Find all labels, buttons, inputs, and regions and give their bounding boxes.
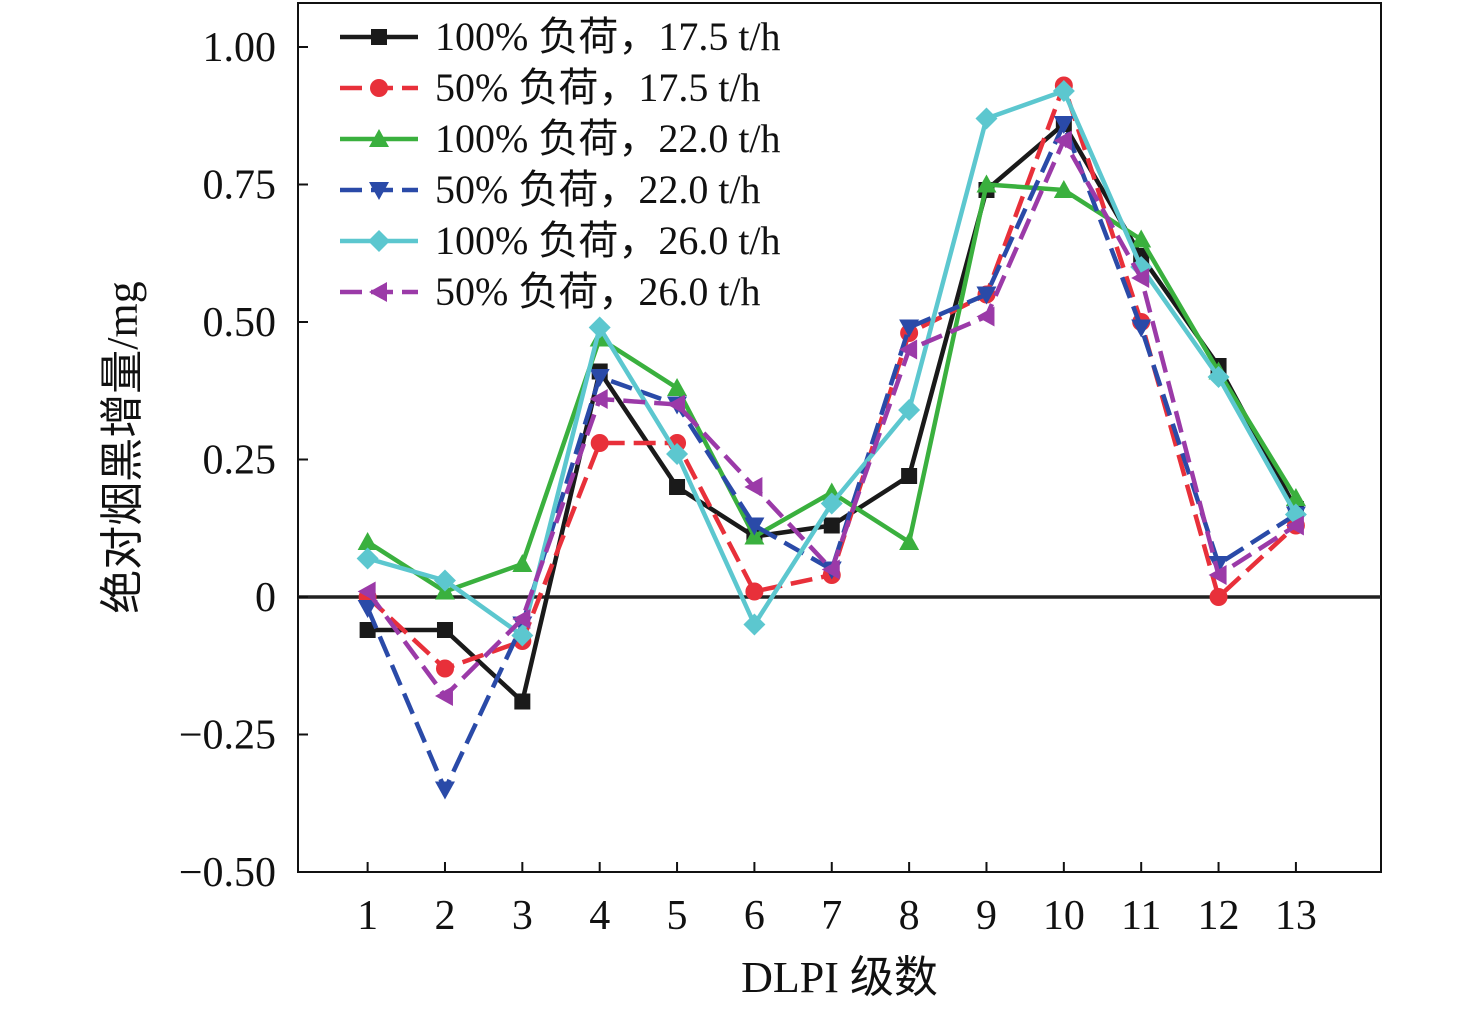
data-point [823, 517, 840, 534]
data-point [899, 319, 920, 338]
y-tick-label: 0.75 [203, 163, 277, 209]
data-point [1131, 268, 1150, 288]
legend: 100% 负荷，17.5 t/h 50% 负荷，17.5 t/h 100% 负荷，2… [340, 14, 781, 314]
data-point [976, 286, 997, 305]
legend-entry: 50% 负荷，17.5 t/h [340, 65, 761, 110]
data-point [588, 316, 611, 339]
y-tick-label: 0.25 [203, 438, 277, 484]
data-point [1053, 180, 1074, 198]
series-layer [356, 76, 1307, 800]
data-point [1053, 130, 1072, 151]
legend-marker [370, 79, 388, 97]
data-point [1285, 515, 1304, 536]
data-point [899, 532, 920, 550]
series-5 [356, 80, 1307, 647]
data-point [435, 659, 454, 678]
x-tick-label: 2 [434, 893, 455, 939]
data-point [820, 492, 843, 515]
data-point [356, 547, 379, 570]
data-point [589, 369, 610, 387]
legend-label: 50% 负荷，17.5 t/h [435, 65, 761, 110]
y-tick-label: −0.50 [179, 850, 276, 896]
data-point [667, 378, 688, 396]
data-point [821, 559, 840, 580]
legend-label: 100% 负荷，22.0 t/h [435, 116, 781, 161]
legend-marker [371, 29, 387, 45]
data-point [512, 554, 533, 572]
data-point [1209, 588, 1228, 606]
plot-frame [297, 2, 1382, 873]
legend-label: 100% 负荷，17.5 t/h [435, 14, 781, 59]
data-point [667, 394, 686, 415]
data-point [357, 581, 376, 602]
data-point [434, 781, 455, 800]
data-point [744, 477, 763, 497]
series-6 [357, 130, 1304, 706]
legend-label: 50% 负荷，26.0 t/h [435, 269, 761, 314]
plot-frame-group [297, 2, 1382, 873]
x-tick-label: 4 [589, 893, 610, 939]
data-point [745, 582, 764, 601]
data-point [1208, 565, 1227, 585]
data-point [669, 479, 686, 495]
data-point [1208, 556, 1229, 574]
x-tick-label: 10 [1043, 893, 1085, 939]
data-point [1053, 116, 1074, 134]
data-point [514, 693, 531, 710]
legend-label: 50% 负荷，22.0 t/h [435, 167, 761, 212]
legend-entry: 100% 负荷，17.5 t/h [340, 14, 781, 59]
x-tick-label: 9 [976, 893, 997, 939]
data-point [898, 399, 921, 421]
x-tick-label: 8 [899, 893, 920, 939]
x-tick-label: 12 [1198, 893, 1240, 939]
data-point [512, 609, 531, 629]
data-point [357, 600, 378, 618]
data-point [976, 174, 997, 193]
x-tick-label: 13 [1275, 893, 1317, 939]
data-point [1052, 80, 1075, 102]
legend-marker [369, 282, 387, 302]
x-tick-label: 5 [667, 893, 688, 939]
data-point [901, 468, 918, 484]
y-axis-title: 绝对烟黑增量/mg [98, 281, 147, 613]
data-point [589, 389, 608, 409]
data-point [434, 686, 453, 706]
data-point [744, 517, 765, 536]
legend-marker [368, 230, 390, 252]
legend-marker [369, 182, 389, 200]
x-tick-label: 3 [512, 893, 533, 939]
data-point [357, 532, 378, 550]
x-axis-ticks: 1 2 3 4 5 6 7 8 9 10 11 12 13 [357, 862, 1317, 939]
data-point [1207, 366, 1230, 388]
data-point [666, 443, 689, 465]
x-tick-label: 1 [357, 893, 378, 939]
legend-label: 100% 负荷，26.0 t/h [435, 218, 781, 263]
y-tick-label: 0.50 [203, 300, 277, 346]
legend-entry: 100% 负荷，22.0 t/h [340, 116, 781, 161]
data-point [899, 339, 918, 360]
data-point [511, 624, 534, 647]
x-tick-label: 11 [1121, 893, 1161, 939]
y-tick-label: −0.25 [179, 713, 276, 759]
y-axis-ticks: −0.50 −0.25 0 0.25 0.50 0.75 1.00 [179, 25, 308, 896]
data-point [433, 569, 456, 592]
legend-marker [369, 129, 389, 147]
x-tick-label: 6 [744, 893, 765, 939]
data-point [1131, 319, 1152, 338]
y-tick-label: 0 [255, 575, 276, 621]
x-tick-label: 7 [821, 893, 842, 939]
legend-entry: 50% 负荷，26.0 t/h [340, 269, 761, 314]
data-point [1131, 229, 1152, 248]
data-point [976, 306, 995, 327]
legend-entry: 100% 负荷，26.0 t/h [340, 218, 781, 263]
data-point [975, 107, 998, 130]
y-tick-label: 1.00 [203, 25, 277, 71]
data-point [359, 622, 376, 638]
data-point [590, 434, 609, 452]
data-point [436, 622, 453, 638]
legend-entry: 50% 负荷，22.0 t/h [340, 167, 761, 212]
data-point [743, 613, 766, 636]
x-axis-title: DLPI 级数 [741, 953, 938, 1002]
